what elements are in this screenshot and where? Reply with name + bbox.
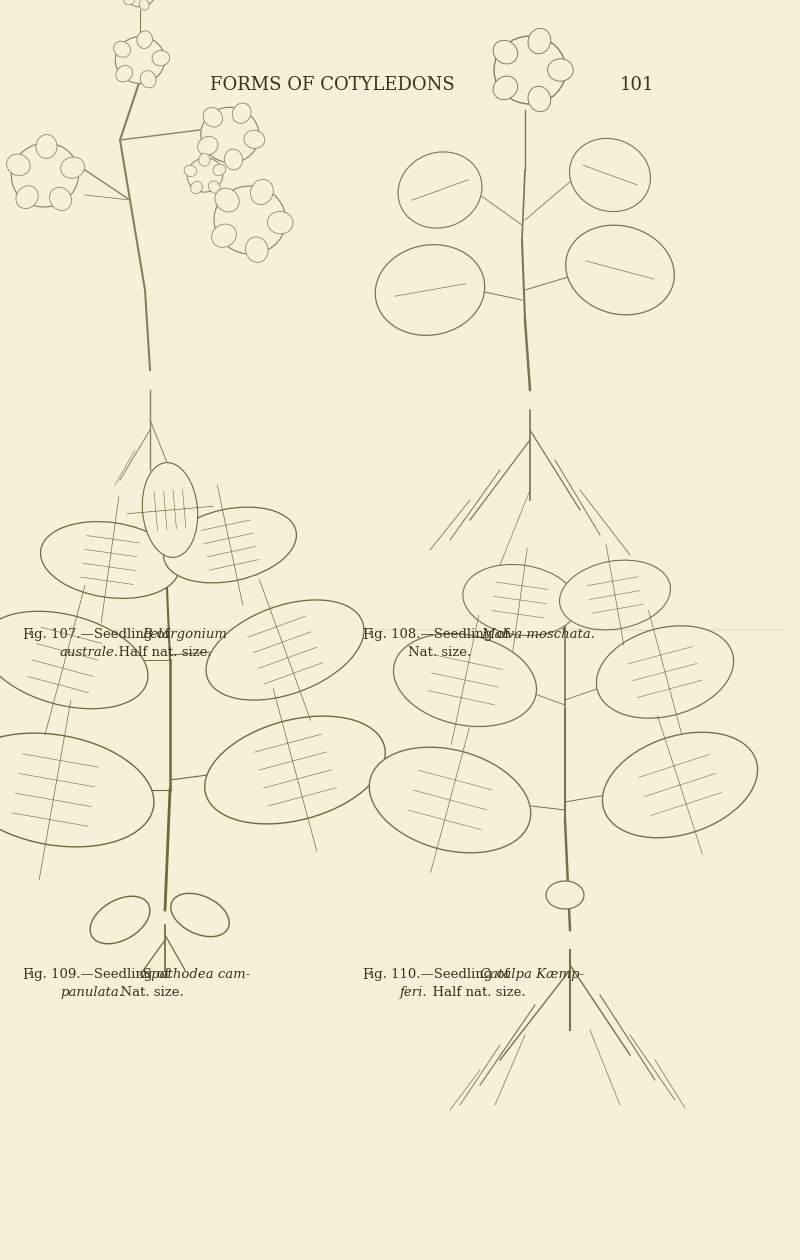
Ellipse shape	[547, 59, 573, 81]
Ellipse shape	[250, 179, 274, 204]
Text: F: F	[22, 968, 32, 982]
Text: ig. 110.—Seedling of: ig. 110.—Seedling of	[370, 968, 514, 982]
Ellipse shape	[528, 86, 550, 112]
Ellipse shape	[570, 139, 650, 212]
Ellipse shape	[214, 186, 286, 255]
Ellipse shape	[463, 564, 577, 635]
Ellipse shape	[0, 733, 154, 847]
Ellipse shape	[137, 32, 153, 48]
Ellipse shape	[493, 40, 518, 64]
Ellipse shape	[528, 29, 550, 54]
Ellipse shape	[203, 107, 222, 127]
Ellipse shape	[566, 226, 674, 315]
Ellipse shape	[152, 50, 170, 66]
Ellipse shape	[198, 136, 218, 155]
Text: Pelargonium: Pelargonium	[142, 627, 227, 641]
Ellipse shape	[232, 103, 251, 123]
Ellipse shape	[394, 634, 537, 727]
Text: ig. 107.—Seedling of: ig. 107.—Seedling of	[30, 627, 174, 641]
Ellipse shape	[0, 611, 148, 708]
Ellipse shape	[90, 896, 150, 944]
Ellipse shape	[205, 716, 386, 824]
Ellipse shape	[187, 158, 223, 192]
Ellipse shape	[6, 154, 30, 175]
Ellipse shape	[124, 0, 156, 6]
Ellipse shape	[139, 0, 149, 10]
Ellipse shape	[209, 181, 220, 193]
Ellipse shape	[559, 561, 670, 630]
Text: feri.: feri.	[400, 987, 428, 999]
Ellipse shape	[267, 212, 293, 234]
Ellipse shape	[115, 37, 165, 83]
Text: F: F	[362, 968, 372, 982]
Text: Catalpa Kæmp-: Catalpa Kæmp-	[480, 968, 584, 982]
Ellipse shape	[163, 507, 297, 583]
Ellipse shape	[375, 244, 485, 335]
Ellipse shape	[184, 165, 197, 176]
Ellipse shape	[11, 142, 78, 207]
Ellipse shape	[142, 462, 198, 557]
Ellipse shape	[206, 600, 364, 701]
Ellipse shape	[246, 237, 268, 262]
Text: F: F	[362, 627, 372, 643]
Ellipse shape	[493, 76, 518, 100]
Ellipse shape	[190, 181, 202, 194]
Text: ig. 108.—Seedling of: ig. 108.—Seedling of	[370, 627, 514, 641]
Text: panulata.: panulata.	[60, 987, 123, 999]
Ellipse shape	[215, 188, 239, 212]
Ellipse shape	[398, 152, 482, 228]
Text: Nat. size.: Nat. size.	[112, 987, 184, 999]
Ellipse shape	[211, 224, 236, 247]
Ellipse shape	[114, 42, 130, 57]
Ellipse shape	[140, 71, 156, 88]
Text: FORMS OF COTYLEDONS: FORMS OF COTYLEDONS	[210, 76, 454, 94]
Text: Half nat. size.: Half nat. size.	[424, 987, 526, 999]
Text: F: F	[22, 627, 32, 643]
Ellipse shape	[41, 522, 179, 598]
Ellipse shape	[16, 185, 38, 209]
Ellipse shape	[199, 154, 210, 166]
Ellipse shape	[116, 66, 133, 82]
Ellipse shape	[170, 893, 230, 936]
Ellipse shape	[201, 107, 259, 163]
Ellipse shape	[61, 158, 85, 178]
Ellipse shape	[50, 188, 71, 210]
Ellipse shape	[546, 881, 584, 908]
Ellipse shape	[36, 135, 57, 159]
Text: Spathodea cam-: Spathodea cam-	[142, 968, 250, 982]
Text: Nat. size.: Nat. size.	[408, 646, 472, 659]
Ellipse shape	[124, 0, 134, 5]
Text: 101: 101	[620, 76, 654, 94]
Ellipse shape	[370, 747, 530, 853]
Text: Malva moschata.: Malva moschata.	[481, 627, 595, 641]
Ellipse shape	[244, 130, 265, 149]
Ellipse shape	[213, 164, 226, 175]
Ellipse shape	[602, 732, 758, 838]
Text: australe.: australe.	[60, 646, 119, 659]
Text: Half nat. size.: Half nat. size.	[110, 646, 212, 659]
Ellipse shape	[494, 37, 566, 105]
Ellipse shape	[597, 626, 734, 718]
Text: ig. 109.—Seedling of: ig. 109.—Seedling of	[30, 968, 174, 982]
Ellipse shape	[224, 149, 242, 170]
